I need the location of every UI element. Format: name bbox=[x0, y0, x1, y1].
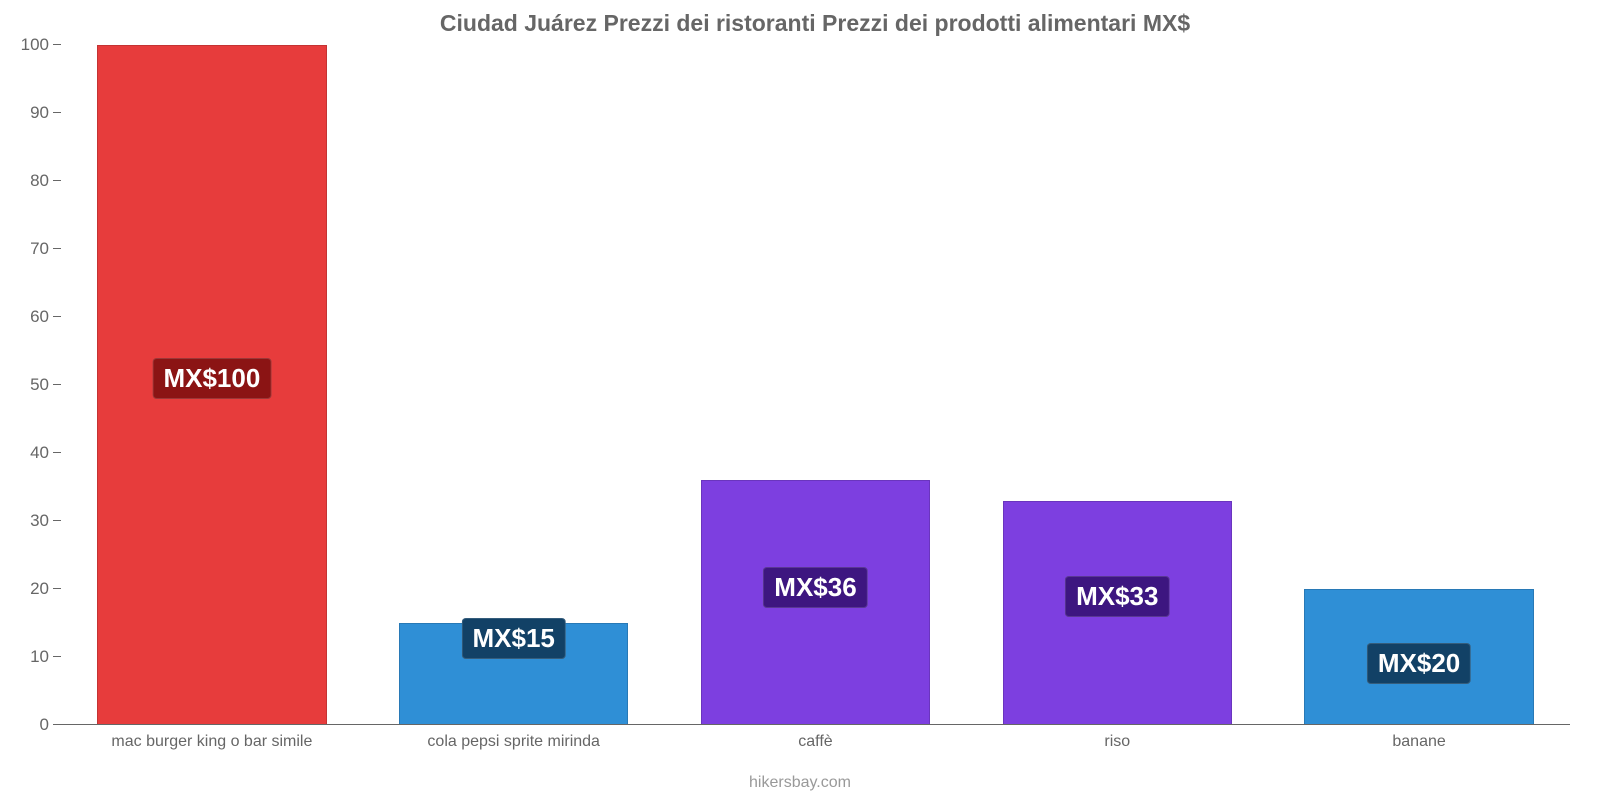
value-badge: MX$100 bbox=[152, 358, 271, 399]
plot-area: 0102030405060708090100 MX$100mac burger … bbox=[60, 45, 1570, 725]
bar-slot: MX$100mac burger king o bar simile bbox=[61, 45, 363, 725]
bar-slot: MX$20banane bbox=[1268, 45, 1570, 725]
y-tick-label: 90 bbox=[30, 103, 49, 123]
category-label: mac burger king o bar simile bbox=[111, 733, 312, 751]
y-tick-label: 50 bbox=[30, 375, 49, 395]
category-label: caffè bbox=[798, 733, 832, 751]
chart-title: Ciudad Juárez Prezzi dei ristoranti Prez… bbox=[60, 10, 1570, 37]
y-tick-label: 60 bbox=[30, 307, 49, 327]
value-badge: MX$15 bbox=[461, 618, 565, 659]
y-tick-label: 40 bbox=[30, 443, 49, 463]
bar-slot: MX$36caffè bbox=[665, 45, 967, 725]
value-badge: MX$36 bbox=[763, 567, 867, 608]
price-bar-chart: Ciudad Juárez Prezzi dei ristoranti Prez… bbox=[0, 0, 1600, 800]
y-tick-label: 0 bbox=[40, 715, 49, 735]
y-tick bbox=[53, 112, 61, 113]
x-axis-baseline bbox=[61, 724, 1570, 725]
category-label: banane bbox=[1392, 733, 1445, 751]
bar-slot: MX$33riso bbox=[966, 45, 1268, 725]
y-tick bbox=[53, 656, 61, 657]
y-tick bbox=[53, 44, 61, 45]
y-tick-label: 100 bbox=[21, 35, 49, 55]
y-tick-label: 20 bbox=[30, 579, 49, 599]
y-tick bbox=[53, 520, 61, 521]
y-tick bbox=[53, 248, 61, 249]
y-tick bbox=[53, 452, 61, 453]
bar-slot: MX$15cola pepsi sprite mirinda bbox=[363, 45, 665, 725]
y-tick bbox=[53, 180, 61, 181]
value-badge: MX$33 bbox=[1065, 576, 1169, 617]
y-tick-label: 70 bbox=[30, 239, 49, 259]
bars-region: MX$100mac burger king o bar simileMX$15c… bbox=[61, 45, 1570, 725]
y-tick-label: 30 bbox=[30, 511, 49, 531]
category-label: cola pepsi sprite mirinda bbox=[427, 733, 600, 751]
y-tick bbox=[53, 316, 61, 317]
y-tick bbox=[53, 384, 61, 385]
category-label: riso bbox=[1104, 733, 1130, 751]
y-tick bbox=[53, 588, 61, 589]
value-badge: MX$20 bbox=[1367, 643, 1471, 684]
y-tick-label: 80 bbox=[30, 171, 49, 191]
y-tick-label: 10 bbox=[30, 647, 49, 667]
y-tick bbox=[53, 724, 61, 725]
chart-footer: hikersbay.com bbox=[0, 774, 1600, 792]
